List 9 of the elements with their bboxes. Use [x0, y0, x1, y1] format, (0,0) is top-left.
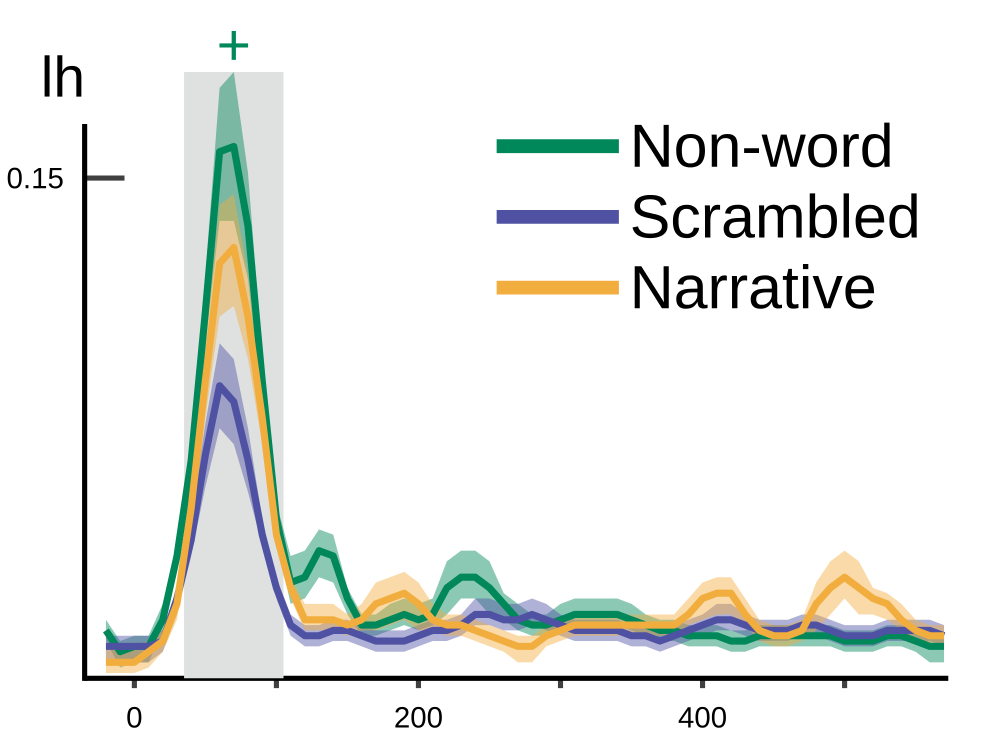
- chart-title: lh: [44, 55, 82, 96]
- x-tick-label: 0: [127, 706, 142, 728]
- text: 0.15: [8, 167, 63, 188]
- x-tick-label: 200: [395, 706, 442, 728]
- legend-label: Scrambled: [632, 193, 917, 238]
- text: +: [219, 30, 248, 60]
- x-tick-label: 400: [678, 706, 726, 728]
- legend-label: Non-word: [634, 122, 890, 168]
- legend-label: Narrative: [634, 264, 874, 309]
